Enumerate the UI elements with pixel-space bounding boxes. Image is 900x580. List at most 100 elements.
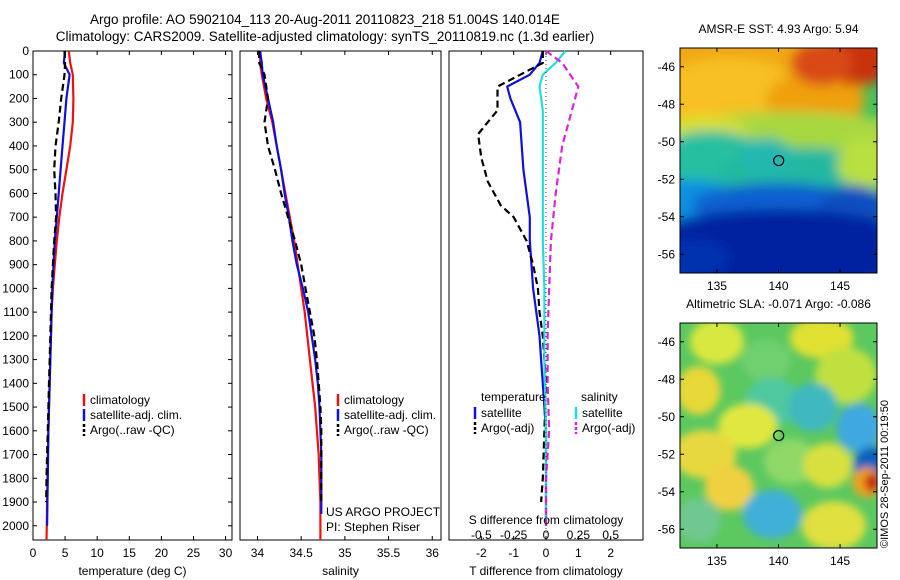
y-tick-label: 1500 bbox=[2, 400, 29, 414]
y-tick-label: -56 bbox=[658, 247, 676, 261]
temperature-x-axis-label: temperature (deg C) bbox=[78, 564, 186, 578]
y-tick-label: -52 bbox=[658, 172, 676, 186]
y-tick-label: 1700 bbox=[2, 448, 29, 462]
x-tick-label: 20 bbox=[155, 546, 169, 560]
x-tick-label: 34 bbox=[251, 546, 265, 560]
x-tick-label: 1 bbox=[575, 546, 582, 560]
x-tick-label: 36 bbox=[426, 546, 440, 560]
y-tick-label: 1200 bbox=[2, 329, 29, 343]
sla-map-blob bbox=[801, 501, 866, 548]
sla-map-blob bbox=[836, 403, 877, 453]
x-tick-label: 30 bbox=[219, 546, 233, 560]
temperature-axes-box bbox=[32, 50, 233, 541]
y-tick-label: -46 bbox=[658, 60, 676, 74]
legend-header-salinity: salinity bbox=[581, 390, 618, 404]
temperature-legend-label: satellite-adj. clim. bbox=[90, 408, 182, 422]
x-tick-label: 140 bbox=[768, 554, 788, 568]
y-tick-label: 1800 bbox=[2, 471, 29, 485]
y-tick-label: -50 bbox=[658, 410, 676, 424]
legend-header-temperature: temperature bbox=[481, 390, 546, 404]
sla-map-title: Altimetric SLA: -0.071 Argo: -0.086 bbox=[686, 297, 871, 311]
y-tick-label: 700 bbox=[9, 210, 29, 224]
sst-map-float-marker bbox=[773, 154, 785, 167]
sla-map-blob bbox=[788, 383, 838, 432]
temperature-legend-label: Argo(..raw -QC) bbox=[90, 423, 175, 437]
sla-map-blob bbox=[803, 443, 853, 488]
x-tick-label: 135 bbox=[707, 279, 727, 293]
s-tick-label: -0.5 bbox=[471, 528, 492, 542]
difference-s-axis-label: S difference from climatology bbox=[469, 513, 624, 527]
difference-legend-label: Argo(-adj) bbox=[481, 421, 534, 435]
s-tick-label: -0.25 bbox=[500, 528, 528, 542]
sla-map-blob bbox=[763, 439, 818, 485]
y-tick-label: 1900 bbox=[2, 495, 29, 509]
sla-map-blob bbox=[718, 403, 778, 449]
sla-map-blobs bbox=[680, 323, 877, 548]
y-tick-label: 1000 bbox=[2, 281, 29, 295]
salinity-x-axis-label: salinity bbox=[322, 564, 359, 578]
sst-map-blob bbox=[680, 239, 730, 273]
sla-map-field bbox=[680, 323, 877, 548]
sst-map-blob bbox=[739, 138, 794, 176]
x-tick-label: 2 bbox=[607, 546, 614, 560]
temperature-series-line bbox=[45, 50, 67, 503]
y-tick-label: 500 bbox=[9, 163, 29, 177]
x-tick-label: 15 bbox=[123, 546, 137, 560]
y-tick-label: 1300 bbox=[2, 353, 29, 367]
x-tick-label: 10 bbox=[91, 546, 105, 560]
s-tick-label: 0.5 bbox=[602, 528, 619, 542]
y-tick-label: 1400 bbox=[2, 376, 29, 390]
plot-title-line2: Climatology: CARS2009. Satellite-adjuste… bbox=[55, 29, 595, 44]
y-tick-label: 1100 bbox=[3, 305, 29, 319]
x-tick-label: 135 bbox=[707, 554, 727, 568]
y-tick-label: 400 bbox=[9, 139, 29, 153]
difference-series-line bbox=[538, 50, 567, 526]
difference-legend-label: satellite bbox=[582, 406, 623, 420]
s-tick-label: 0.25 bbox=[567, 528, 591, 542]
salinity-legend-label: climatology bbox=[344, 393, 404, 407]
difference-series-line bbox=[544, 50, 580, 526]
difference-x-axis-label: T difference from climatology bbox=[469, 564, 623, 578]
sla-map-blob bbox=[815, 347, 877, 404]
difference-legend-label: satellite bbox=[481, 406, 522, 420]
sst-map-blob bbox=[790, 48, 853, 86]
sla-map-blob bbox=[680, 366, 721, 415]
x-tick-label: 35 bbox=[338, 546, 352, 560]
project-credit: US ARGO PROJECT bbox=[326, 505, 441, 519]
y-tick-label: 900 bbox=[9, 258, 29, 272]
sst-map-title: AMSR-E SST: 4.93 Argo: 5.94 bbox=[698, 22, 858, 36]
y-tick-label: 300 bbox=[9, 115, 29, 129]
sst-map-blob bbox=[837, 138, 877, 191]
temperature-legend-label: climatology bbox=[90, 393, 150, 407]
s-tick-label: 0 bbox=[543, 528, 550, 542]
y-tick-label: -52 bbox=[658, 447, 676, 461]
sst-map-blob bbox=[680, 209, 877, 273]
x-tick-label: 5 bbox=[62, 546, 69, 560]
salinity-legend-label: Argo(..raw -QC) bbox=[344, 423, 429, 437]
y-tick-label: -50 bbox=[658, 135, 676, 149]
x-tick-label: 0 bbox=[543, 546, 550, 560]
x-tick-label: -2 bbox=[476, 546, 487, 560]
x-tick-label: 140 bbox=[768, 279, 788, 293]
x-tick-label: 145 bbox=[830, 279, 850, 293]
sla-map-blob bbox=[741, 339, 791, 382]
salinity-axes-box bbox=[239, 50, 442, 541]
y-tick-label: 800 bbox=[9, 234, 29, 248]
y-tick-label: -56 bbox=[658, 522, 676, 536]
plot-title-line1: Argo profile: AO 5902104_113 20-Aug-2011… bbox=[90, 12, 560, 27]
sla-map-blob bbox=[704, 465, 754, 511]
difference-legend-label: Argo(-adj) bbox=[582, 421, 635, 435]
y-tick-label: -54 bbox=[658, 485, 676, 499]
sla-map-blob bbox=[680, 497, 721, 543]
y-tick-label: -48 bbox=[658, 372, 676, 386]
x-tick-label: -1 bbox=[508, 546, 519, 560]
sla-map-blob bbox=[742, 489, 802, 539]
pi-credit: PI: Stephen Riser bbox=[326, 520, 420, 534]
sst-map-field bbox=[680, 48, 877, 273]
y-tick-label: 600 bbox=[9, 186, 29, 200]
y-tick-label: 200 bbox=[9, 91, 29, 105]
imos-timestamp: ©IMOS 28-Sep-2011 00:19:50 bbox=[879, 400, 891, 548]
y-tick-label: -46 bbox=[658, 335, 676, 349]
x-tick-label: 35.5 bbox=[377, 546, 401, 560]
